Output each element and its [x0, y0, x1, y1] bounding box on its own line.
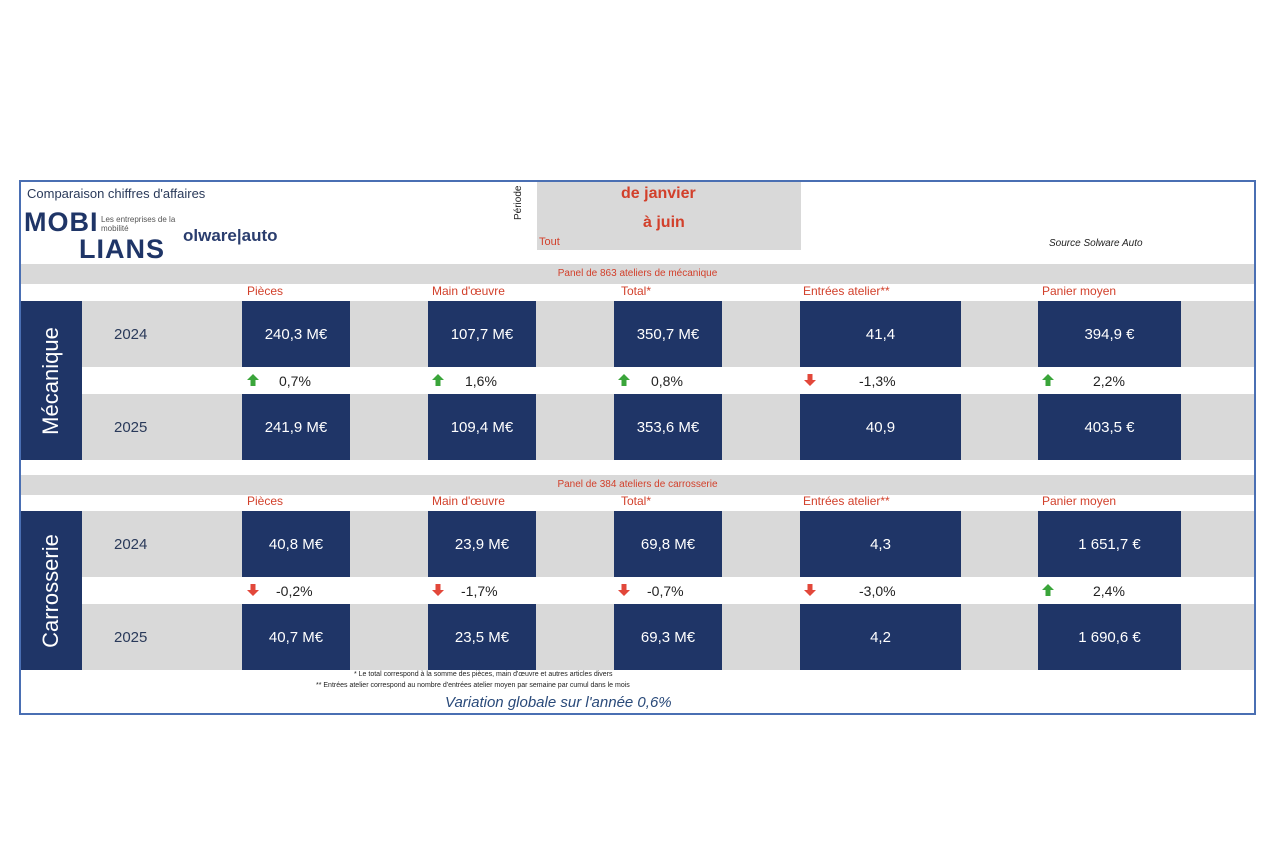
period-line-2: à juin [643, 214, 685, 231]
value-2024-pieces: 240,3 M€ [242, 301, 350, 367]
value-2025-pieces: 241,9 M€ [242, 394, 350, 460]
solware-logo: olware|auto [183, 226, 278, 245]
value-2025-pieces: 40,7 M€ [242, 604, 350, 670]
change-total: -0,7% [647, 583, 684, 599]
period-line-1: de janvier [621, 185, 696, 202]
col-header-pieces: Pièces [247, 494, 284, 508]
change-entrees: -3,0% [859, 583, 896, 599]
col-header-entrees: Entrées atelier** [803, 284, 890, 298]
year-2024: 2024 [114, 326, 148, 343]
value-2025-panier: 403,5 € [1038, 394, 1181, 460]
value-2024-entrees: 4,3 [800, 511, 961, 577]
section-label-carrosserie: Carrosserie [38, 534, 63, 648]
value-2025-main-oeuvre: 109,4 M€ [428, 394, 536, 460]
change-pieces: 0,7% [279, 373, 311, 389]
value-2024-panier: 394,9 € [1038, 301, 1181, 367]
mobilians-logo-top: MOBI [24, 207, 99, 237]
change-main-oeuvre: 1,6% [465, 373, 497, 389]
value-2025-entrees: 40,9 [800, 394, 961, 460]
col-header-total: Total* [621, 284, 652, 298]
value-2025-panier: 1 690,6 € [1038, 604, 1181, 670]
section-label-box: Carrosserie [21, 511, 82, 670]
global-variation: Variation globale sur l'année 0,6% [445, 694, 672, 711]
arrow-down-icon [618, 584, 630, 596]
value-2024-pieces: 40,8 M€ [242, 511, 350, 577]
period-selector[interactable] [537, 182, 801, 250]
value-2024-entrees: 41,4 [800, 301, 961, 367]
col-header-panier: Panier moyen [1042, 284, 1117, 298]
panel-title-mecanique: Panel de 863 ateliers de mécanique [21, 264, 1254, 284]
arrow-down-icon [432, 584, 444, 596]
value-2024-total: 69,8 M€ [614, 511, 722, 577]
report-title: Comparaison chiffres d'affaires [27, 186, 206, 201]
arrow-down-icon [247, 584, 259, 596]
year-2025: 2025 [114, 629, 148, 646]
report-frame: Comparaison chiffres d'affaires MOBI LIA… [19, 180, 1256, 715]
value-2025-total: 353,6 M€ [614, 394, 722, 460]
change-main-oeuvre: -1,7% [461, 583, 498, 599]
value-2024-main-oeuvre: 107,7 M€ [428, 301, 536, 367]
change-entrees: -1,3% [859, 373, 896, 389]
arrow-up-icon [247, 374, 259, 386]
col-header-pieces: Pièces [247, 284, 284, 298]
source-note: Source Solware Auto [1049, 238, 1143, 249]
periode-label: Période [513, 185, 524, 220]
mobilians-tagline: Les entreprises de la mobilité [101, 215, 176, 233]
change-total: 0,8% [651, 373, 683, 389]
section-label-box: Mécanique [21, 301, 82, 460]
period-filter[interactable]: Tout [539, 236, 560, 248]
section-label-mecanique: Mécanique [38, 327, 63, 435]
arrow-up-icon [618, 374, 630, 386]
panel-title-carrosserie: Panel de 384 ateliers de carrosserie [21, 475, 1254, 495]
arrow-down-icon [804, 584, 816, 596]
value-2024-panier: 1 651,7 € [1038, 511, 1181, 577]
year-2025: 2025 [114, 419, 148, 436]
arrow-up-icon [432, 374, 444, 386]
col-header-entrees: Entrées atelier** [803, 494, 890, 508]
change-panier: 2,2% [1093, 373, 1125, 389]
arrow-up-icon [1042, 584, 1054, 596]
value-2025-total: 69,3 M€ [614, 604, 722, 670]
value-2025-main-oeuvre: 23,5 M€ [428, 604, 536, 670]
col-header-total: Total* [621, 494, 652, 508]
col-header-main-oeuvre: Main d'œuvre [432, 494, 505, 508]
value-2025-entrees: 4,2 [800, 604, 961, 670]
arrow-up-icon [1042, 374, 1054, 386]
value-2024-main-oeuvre: 23,9 M€ [428, 511, 536, 577]
arrow-down-icon [804, 374, 816, 386]
footnote-entrees: ** Entrées atelier correspond au nombre … [316, 682, 630, 689]
footnote-total: * Le total correspond à la somme des piè… [354, 671, 613, 678]
value-2024-total: 350,7 M€ [614, 301, 722, 367]
col-header-panier: Panier moyen [1042, 494, 1117, 508]
change-panier: 2,4% [1093, 583, 1125, 599]
mobilians-logo-bottom: LIANS [79, 234, 165, 264]
year-2024: 2024 [114, 536, 148, 553]
change-pieces: -0,2% [276, 583, 313, 599]
col-header-main-oeuvre: Main d'œuvre [432, 284, 505, 298]
